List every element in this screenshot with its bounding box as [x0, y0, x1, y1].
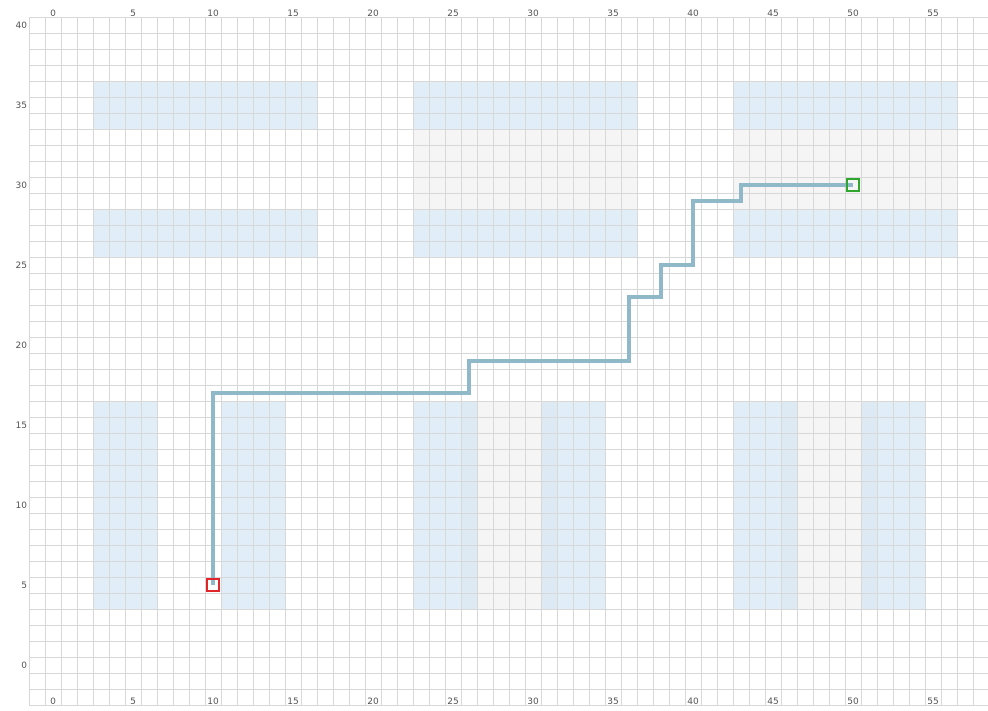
top-tick-label: 5 — [130, 9, 136, 19]
left-tick-label: 40 — [16, 21, 28, 31]
top-tick-label: 40 — [687, 9, 699, 19]
top-tick-label: 55 — [927, 9, 938, 19]
top-tick-label: 30 — [527, 9, 539, 19]
route-path — [211, 183, 853, 585]
bottom-tick-label: 45 — [767, 697, 778, 707]
bottom-axis: 0 5 10 15 20 25 30 35 40 45 50 55 — [50, 697, 939, 707]
bottom-tick-label: 5 — [130, 697, 136, 707]
bottom-tick-label: 30 — [527, 697, 539, 707]
left-tick-label: 10 — [16, 501, 28, 511]
start-marker — [206, 578, 220, 592]
left-tick-label: 20 — [16, 341, 28, 351]
bottom-tick-label: 40 — [687, 697, 699, 707]
top-tick-label: 50 — [847, 9, 859, 19]
marker-layer — [206, 178, 860, 592]
left-axis: 0 5 10 15 20 25 30 35 40 — [16, 21, 28, 671]
top-tick-label: 20 — [367, 9, 379, 19]
top-tick-label: 25 — [447, 9, 458, 19]
bottom-tick-label: 20 — [367, 697, 379, 707]
bottom-tick-label: 0 — [50, 697, 56, 707]
top-tick-label: 10 — [207, 9, 219, 19]
left-tick-label: 0 — [21, 661, 27, 671]
top-tick-label: 0 — [50, 9, 56, 19]
grid-lines — [29, 17, 988, 706]
goal-marker — [846, 178, 860, 192]
left-tick-label: 35 — [16, 101, 27, 111]
bottom-tick-label: 50 — [847, 697, 859, 707]
top-tick-label: 35 — [607, 9, 618, 19]
left-tick-label: 5 — [21, 581, 27, 591]
bottom-tick-label: 15 — [287, 697, 298, 707]
bottom-tick-label: 25 — [447, 697, 458, 707]
left-tick-label: 30 — [16, 181, 28, 191]
bottom-tick-label: 35 — [607, 697, 618, 707]
bottom-tick-label: 55 — [927, 697, 938, 707]
bottom-tick-label: 10 — [207, 697, 219, 707]
left-tick-label: 25 — [16, 261, 27, 271]
top-tick-label: 45 — [767, 9, 778, 19]
left-tick-label: 15 — [16, 421, 27, 431]
top-axis: 0 5 10 15 20 25 30 35 40 45 50 55 — [50, 9, 939, 19]
path-layer — [211, 183, 853, 585]
top-tick-label: 15 — [287, 9, 298, 19]
